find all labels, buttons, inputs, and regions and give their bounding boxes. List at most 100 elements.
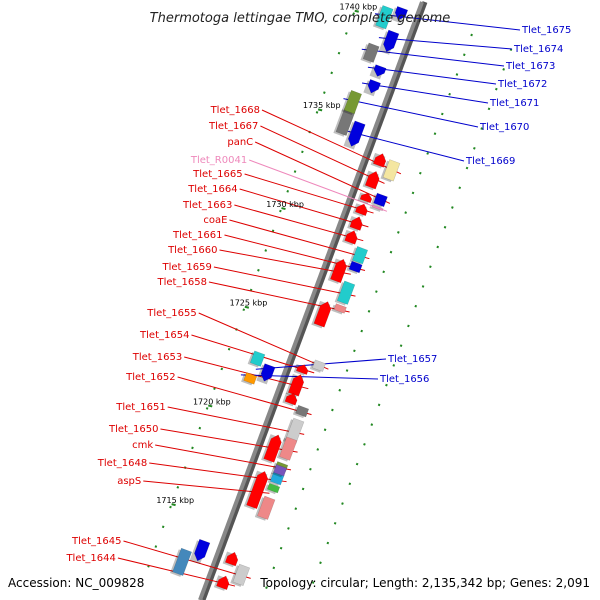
- gene-label-tlet_1675[interactable]: Tlet_1675: [521, 25, 571, 36]
- gene-tlet_1674[interactable]: [378, 29, 400, 55]
- gene-tlet_1665[interactable]: [352, 201, 370, 217]
- gene-tlet_1659[interactable]: [334, 280, 356, 306]
- gene-tlet_1669[interactable]: [343, 120, 366, 150]
- leader-line: [177, 376, 312, 416]
- gene-label-tlet_1653[interactable]: Tlet_1653: [132, 352, 182, 363]
- gene-tlet_1657[interactable]: [256, 363, 276, 385]
- gene-arrow: [347, 120, 366, 147]
- gene-label-tlet_1651[interactable]: Tlet_1651: [115, 402, 165, 413]
- leader-line: [344, 129, 465, 162]
- scale-tick: [352, 12, 355, 16]
- scale-tick: [411, 191, 415, 195]
- scale-tick: [294, 507, 298, 511]
- gene-label-tlet_1648[interactable]: Tlet_1648: [97, 458, 147, 469]
- scale-tick: [370, 423, 374, 426]
- gene-label-tlet_1665[interactable]: Tlet_1665: [192, 169, 242, 180]
- gene-block-unlabeled[interactable]: [254, 495, 276, 521]
- gene-arrow: [383, 29, 400, 53]
- gene-label-cmk[interactable]: cmk: [132, 440, 153, 451]
- gene-tlet_1645[interactable]: [230, 563, 251, 587]
- gene-label-tlet_1655[interactable]: Tlet_1655: [146, 308, 196, 319]
- gene-label-tlet_1650[interactable]: Tlet_1650: [108, 424, 158, 435]
- gene-label-tlet_1674[interactable]: Tlet_1674: [513, 44, 563, 55]
- gene-coae[interactable]: [349, 246, 369, 266]
- gene-label-tlet_1658[interactable]: Tlet_1658: [157, 277, 207, 288]
- gene-label-tlet_1654[interactable]: Tlet_1654: [139, 330, 189, 341]
- gene-label-tlet_1660[interactable]: Tlet_1660: [167, 245, 217, 256]
- scale-tick: [279, 546, 283, 550]
- gene-block-unlabeled[interactable]: [261, 432, 283, 464]
- gene-label-asps[interactable]: aspS: [117, 476, 141, 487]
- gene-tlet_1672[interactable]: [369, 64, 387, 80]
- scale-tick: [198, 426, 202, 430]
- gene-labels: Tlet_1668 Tlet_1667 panC Tlet_R0041 Tlet_166…: [65, 25, 571, 564]
- gene-tlet_1667[interactable]: [362, 169, 382, 191]
- gene-asps[interactable]: [243, 469, 270, 511]
- gene-block-unlabeled[interactable]: [370, 151, 388, 169]
- gene-block-unlabeled[interactable]: [189, 538, 211, 565]
- gene-block-unlabeled[interactable]: [170, 547, 193, 577]
- scale-tick: [323, 91, 326, 94]
- gene-box: [343, 89, 362, 115]
- scale-tick: [264, 249, 268, 252]
- gene-block-unlabeled[interactable]: [311, 299, 333, 329]
- scale-tick: [331, 408, 334, 412]
- scale-labels: 1740 kbp 1735 kbp 1730 kbp 1725 kbp 1720 kbp…: [156, 3, 377, 507]
- gene-tlet_1653[interactable]: [285, 372, 306, 398]
- gene-label-tlet_1671[interactable]: Tlet_1671: [489, 98, 539, 109]
- scale-tick: [480, 127, 483, 130]
- gene-tlet_1668[interactable]: [380, 159, 401, 183]
- gene-label-tlet_1663[interactable]: Tlet_1663: [182, 200, 232, 211]
- scale-tick: [154, 545, 158, 548]
- gene-tlet_1671[interactable]: [363, 79, 381, 97]
- gene-block-unlabeled[interactable]: [282, 391, 299, 407]
- gene-label-tlet_1672[interactable]: Tlet_1672: [497, 79, 547, 90]
- gene-arrow: [194, 538, 211, 562]
- gene-label-tlet_1667[interactable]: Tlet_1667: [208, 121, 258, 132]
- gene-label-tlet_1664[interactable]: Tlet_1664: [187, 184, 237, 195]
- gene-label-tlet_1656[interactable]: Tlet_1656: [379, 374, 429, 385]
- gene-tlet_1660[interactable]: [327, 257, 349, 285]
- gene-block-unlabeled[interactable]: [357, 190, 373, 205]
- gene-label-tlet_1644[interactable]: Tlet_1644: [65, 553, 115, 564]
- gene-tlet_1663[interactable]: [342, 228, 359, 246]
- gene-label-panc[interactable]: panC: [227, 137, 253, 148]
- gene-panc[interactable]: [370, 192, 388, 208]
- gene-tlet_1673[interactable]: [360, 42, 380, 64]
- gene-tlet_1664[interactable]: [347, 214, 364, 232]
- scale-mark: [171, 503, 176, 507]
- gene-label-tlet_1652[interactable]: Tlet_1652: [125, 372, 175, 383]
- gene-label-tlet_1645[interactable]: Tlet_1645: [71, 536, 121, 547]
- gene-tlet_1658[interactable]: [331, 303, 347, 315]
- gene-block-unlabeled[interactable]: [222, 550, 240, 568]
- gene-tlet_1650[interactable]: [276, 436, 298, 462]
- gene-tlet_1661[interactable]: [346, 260, 363, 275]
- gene-label-tlet_1661[interactable]: Tlet_1661: [172, 230, 222, 241]
- scale-tick: [355, 462, 359, 466]
- gene-label-tlet_1668[interactable]: Tlet_1668: [210, 105, 260, 116]
- gene-block-unlabeled[interactable]: [264, 482, 281, 495]
- gene-tlet_1675[interactable]: [372, 5, 394, 31]
- gene-label-tlet_1670[interactable]: Tlet_1670: [479, 122, 529, 133]
- scale-tick: [227, 347, 231, 351]
- gene-label-tlet_1657[interactable]: Tlet_1657: [387, 354, 437, 365]
- gene-tlet_r0041[interactable]: [369, 204, 384, 212]
- scale-tick: [377, 403, 381, 407]
- gene-label-tlet_1673[interactable]: Tlet_1673: [505, 61, 555, 72]
- gene-label-tlet_1659[interactable]: Tlet_1659: [161, 262, 211, 273]
- gene-tlet_1652[interactable]: [292, 404, 310, 419]
- leader-line: [249, 159, 388, 212]
- gene-tlet_1670[interactable]: [341, 89, 362, 116]
- gene-tlet_1654[interactable]: [293, 362, 310, 376]
- gene-label-coae[interactable]: coaE: [203, 215, 227, 226]
- gene-block-unlabeled[interactable]: [270, 464, 288, 478]
- gene-block-unlabeled[interactable]: [247, 350, 266, 368]
- gene-label-tlet_r0041[interactable]: Tlet_R0041: [190, 155, 247, 166]
- gene-tlet_1655[interactable]: [309, 359, 326, 373]
- gene-tlet_1656[interactable]: [241, 372, 258, 386]
- gene-block-unlabeled[interactable]: [390, 6, 409, 24]
- gene-tlet_1644[interactable]: [213, 573, 231, 591]
- scale-tick: [436, 245, 440, 249]
- scale-tick: [458, 186, 462, 190]
- gene-label-tlet_1669[interactable]: Tlet_1669: [465, 156, 515, 167]
